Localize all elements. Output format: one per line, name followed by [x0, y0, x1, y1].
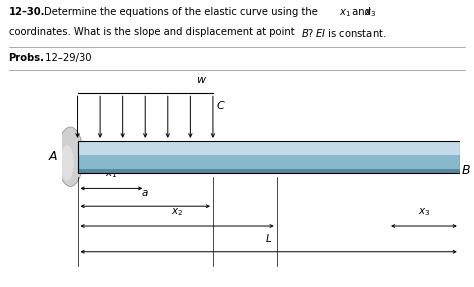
Text: a: a	[142, 188, 148, 198]
Text: and: and	[349, 7, 374, 17]
Text: 12–30.: 12–30.	[9, 7, 45, 17]
Bar	[78, 169, 460, 172]
Text: A: A	[49, 150, 58, 163]
Bar	[78, 141, 460, 172]
Text: C: C	[217, 101, 225, 111]
Bar	[78, 141, 460, 155]
Text: 12–29/30: 12–29/30	[42, 53, 91, 63]
Text: L: L	[266, 234, 272, 244]
Text: $x_2$: $x_2$	[171, 206, 183, 218]
Text: $EI$ is constant.: $EI$ is constant.	[312, 27, 386, 39]
Ellipse shape	[61, 145, 73, 181]
Text: Determine the equations of the elastic curve using the: Determine the equations of the elastic c…	[44, 7, 320, 17]
Text: $B$?: $B$?	[301, 27, 314, 39]
Text: B: B	[462, 164, 470, 177]
Ellipse shape	[57, 127, 83, 187]
Text: $x_3$: $x_3$	[418, 206, 430, 218]
Text: Probs.: Probs.	[9, 53, 45, 63]
Text: coordinates. What is the slope and displacement at point: coordinates. What is the slope and displ…	[9, 27, 297, 37]
Bar	[78, 155, 460, 169]
Text: $x_3$: $x_3$	[364, 7, 376, 19]
Text: $x_1$: $x_1$	[105, 169, 118, 181]
Text: $x_1$: $x_1$	[339, 7, 351, 19]
Text: w: w	[196, 75, 206, 86]
